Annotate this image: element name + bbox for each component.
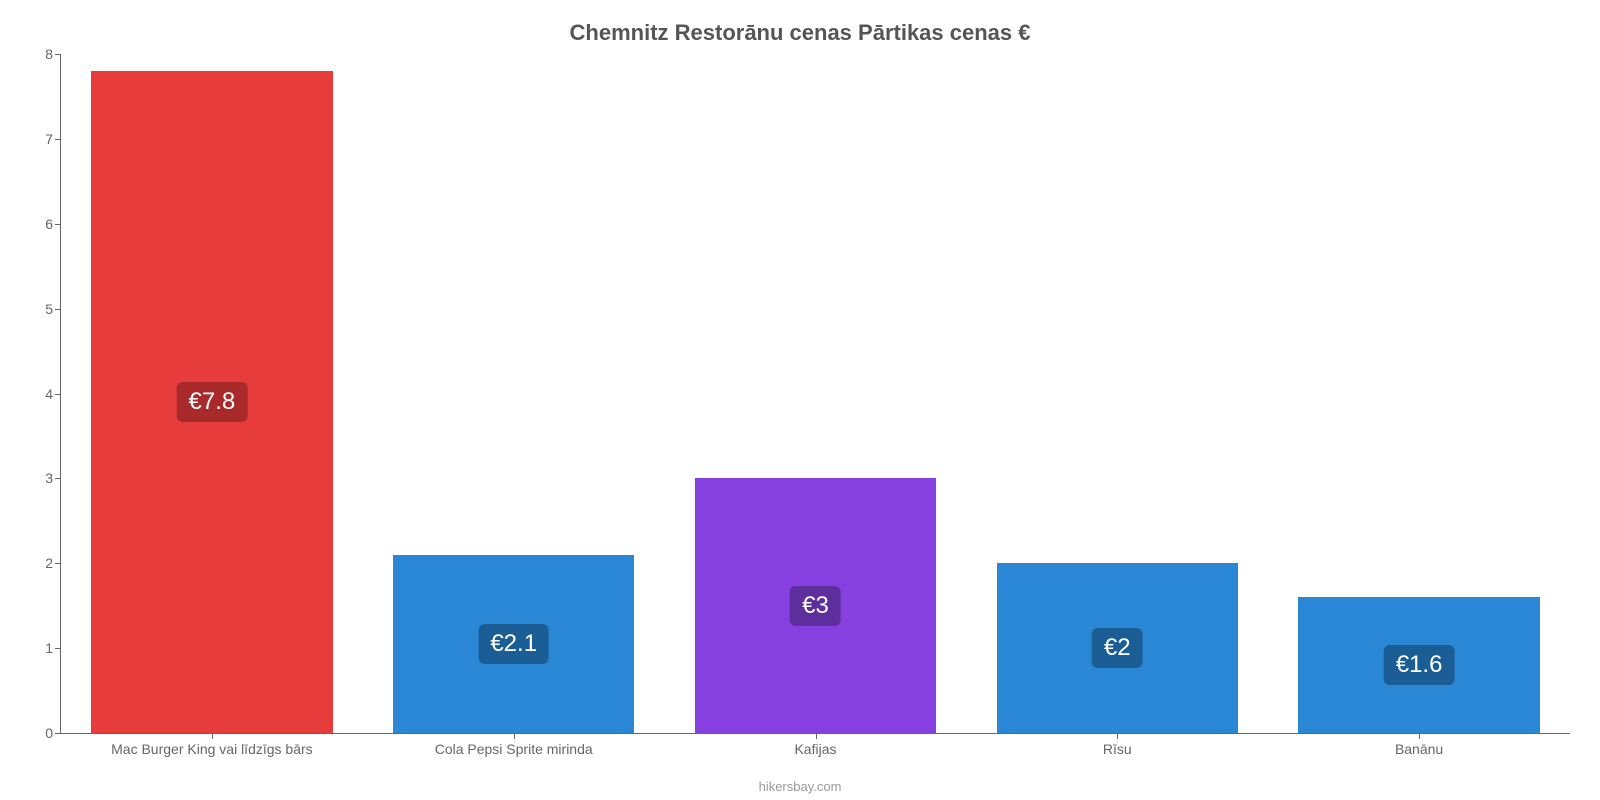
bar-slot: €3 <box>665 54 967 733</box>
y-tick <box>55 563 61 564</box>
x-tick <box>816 733 817 739</box>
plot-area: €7.8€2.1€3€2€1.6 Mac Burger King vai līd… <box>60 54 1570 734</box>
x-tick <box>212 733 213 739</box>
price-chart: Chemnitz Restorānu cenas Pārtikas cenas … <box>0 0 1600 800</box>
y-tick <box>55 394 61 395</box>
value-badge: €7.8 <box>177 382 248 422</box>
y-axis-label: 0 <box>31 725 53 741</box>
chart-footer: hikersbay.com <box>0 779 1600 794</box>
y-axis-label: 5 <box>31 301 53 317</box>
value-badge: €2 <box>1092 628 1143 668</box>
bar-slot: €1.6 <box>1268 54 1570 733</box>
value-badge: €1.6 <box>1384 645 1455 685</box>
x-axis-label: Cola Pepsi Sprite mirinda <box>363 741 665 757</box>
y-axis-label: 2 <box>31 555 53 571</box>
chart-title: Chemnitz Restorānu cenas Pārtikas cenas … <box>20 20 1580 46</box>
y-tick <box>55 139 61 140</box>
bar: €2.1 <box>393 555 634 733</box>
bar: €1.6 <box>1298 597 1539 733</box>
x-tick <box>1419 733 1420 739</box>
x-axis-label: Kafijas <box>665 741 967 757</box>
bar: €2 <box>997 563 1238 733</box>
x-axis-label: Rīsu <box>966 741 1268 757</box>
y-axis-label: 1 <box>31 640 53 656</box>
bar: €7.8 <box>91 71 332 733</box>
value-badge: €2.1 <box>478 624 549 664</box>
y-axis-label: 7 <box>31 131 53 147</box>
bar-slot: €2 <box>966 54 1268 733</box>
y-axis-label: 4 <box>31 386 53 402</box>
y-tick <box>55 478 61 479</box>
y-tick <box>55 224 61 225</box>
x-axis-label: Banānu <box>1268 741 1570 757</box>
y-axis-label: 3 <box>31 470 53 486</box>
value-badge: €3 <box>790 586 841 626</box>
x-labels-row: Mac Burger King vai līdzīgs bārsCola Pep… <box>61 741 1570 757</box>
bar-slot: €2.1 <box>363 54 665 733</box>
y-axis-label: 8 <box>31 46 53 62</box>
bar: €3 <box>695 478 936 733</box>
bar-slot: €7.8 <box>61 54 363 733</box>
bars-row: €7.8 €2.1 €3 €2 €1.6 <box>61 54 1570 733</box>
x-tick <box>1117 733 1118 739</box>
y-tick <box>55 54 61 55</box>
y-axis-label: 6 <box>31 216 53 232</box>
x-axis-label: Mac Burger King vai līdzīgs bārs <box>61 741 363 757</box>
y-tick <box>55 309 61 310</box>
y-tick <box>55 733 61 734</box>
x-tick <box>514 733 515 739</box>
y-tick <box>55 648 61 649</box>
